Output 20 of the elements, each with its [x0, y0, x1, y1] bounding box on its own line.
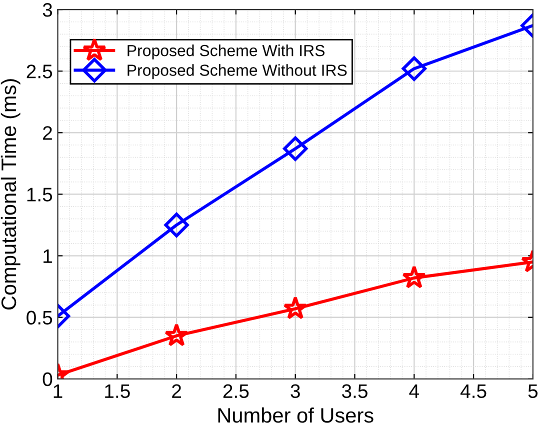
y-tick-label: 1.5 [27, 188, 52, 202]
x-tick-label: 2 [172, 384, 181, 398]
x-tick-label: 1 [54, 384, 62, 398]
x-tick-label: 2.5 [223, 384, 249, 398]
y-tick-label: 0.5 [26, 310, 52, 325]
x-tick-label: 3 [290, 384, 300, 398]
y-tick-label: 2.5 [26, 64, 52, 78]
y-tick-label: 0 [42, 372, 52, 386]
y-axis-title: Computational Time (ms) [0, 79, 20, 310]
x-tick-label: 1.5 [105, 384, 130, 398]
x-tick-label: 5 [528, 384, 538, 398]
x-axis-title: Number of Users [218, 407, 374, 423]
y-tick-label: 3 [42, 3, 52, 17]
legend-label: Proposed Scheme With IRS [128, 44, 325, 60]
legend-label: Proposed Scheme Without IRS [128, 64, 347, 80]
x-tick-label: 4.5 [460, 384, 486, 398]
y-tick-label: 1 [44, 249, 52, 263]
y-tick-label: 2 [43, 126, 52, 140]
x-tick-label: 4 [409, 384, 419, 398]
x-tick-label: 3.5 [342, 384, 368, 398]
